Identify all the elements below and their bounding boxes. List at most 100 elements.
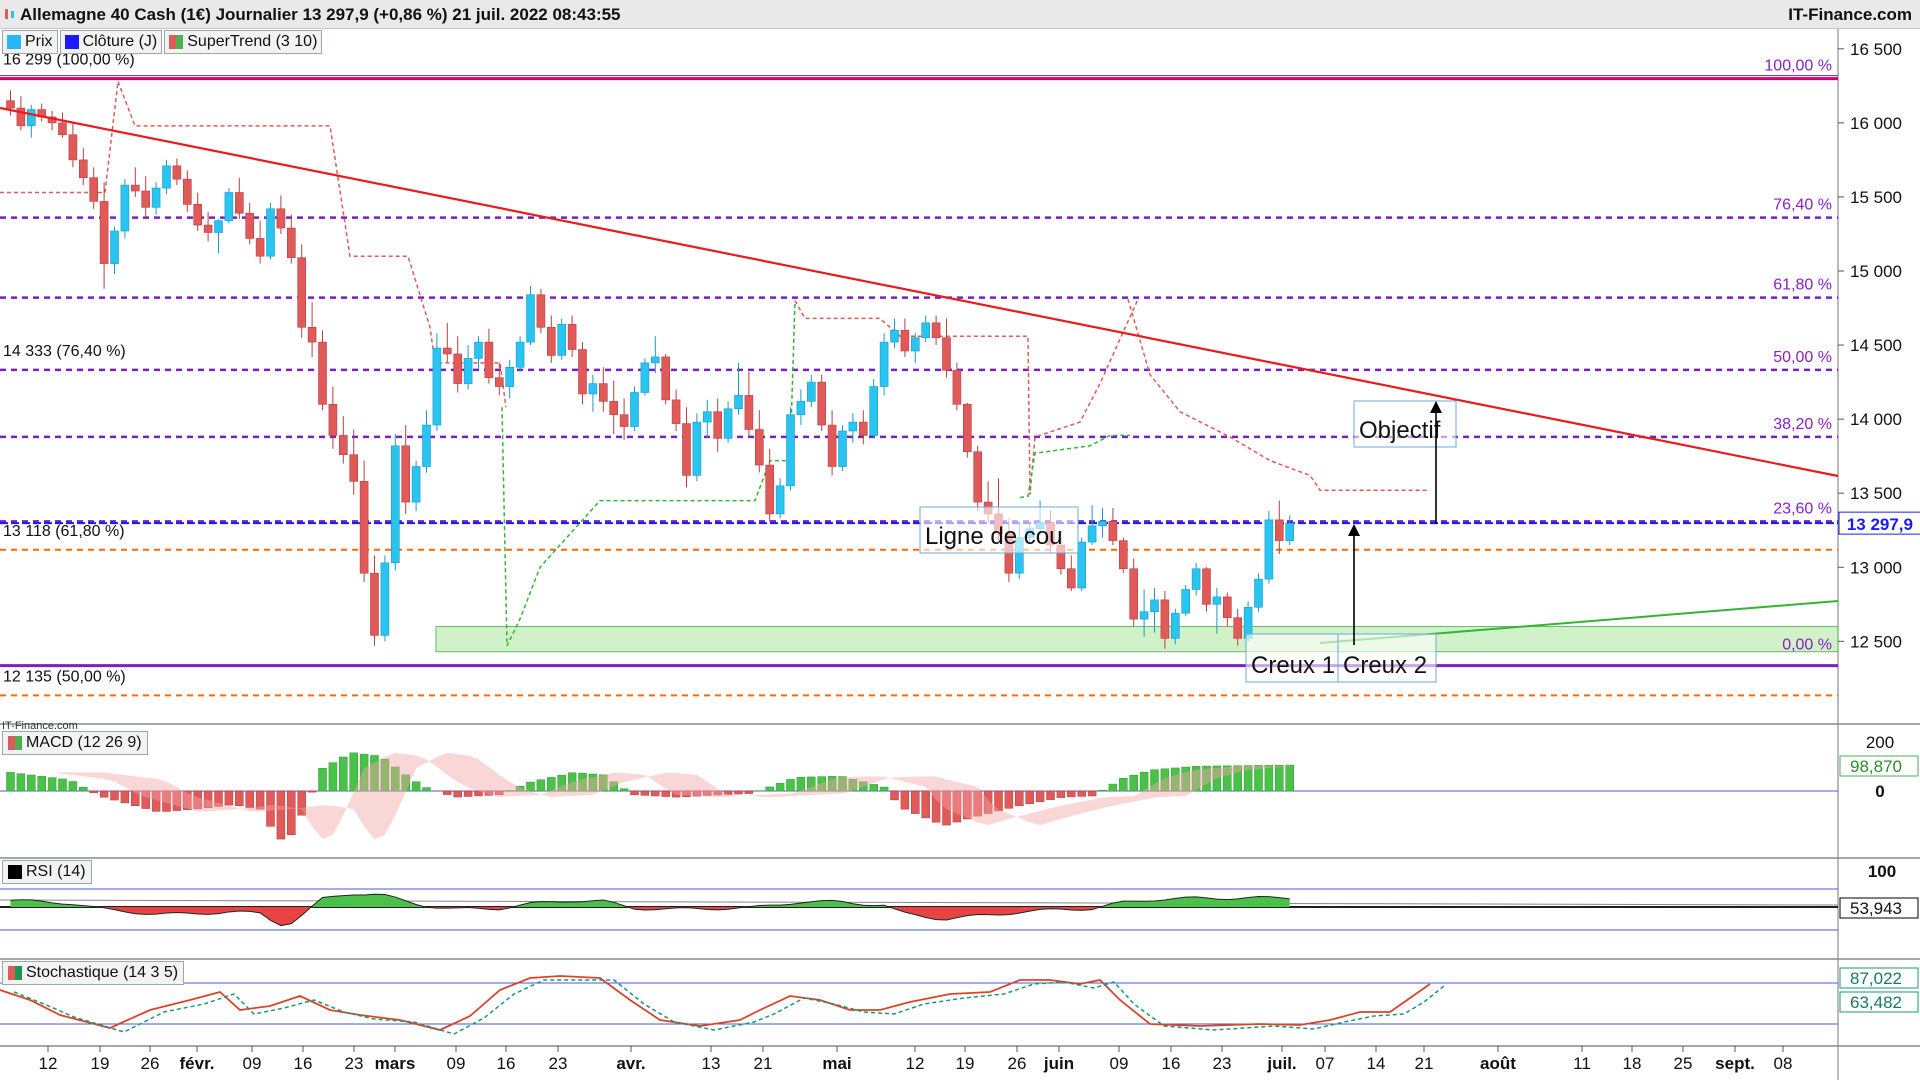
candle-body [380, 562, 390, 636]
candle [68, 122, 78, 168]
macd-bar [1181, 766, 1190, 792]
candle [1087, 505, 1097, 546]
candle [1212, 588, 1222, 634]
x-tick-label: 09 [447, 1054, 466, 1073]
fib-label-1: 76,40 % [1773, 197, 1832, 214]
legend-item-cloture[interactable]: Clôture (J) [59, 30, 163, 54]
macd-bar [235, 790, 244, 806]
candle [172, 158, 182, 186]
candle-body [1254, 578, 1263, 608]
macd-bar [380, 758, 390, 792]
candle [1254, 573, 1263, 612]
macd-bar [1087, 790, 1097, 797]
candle-body [1139, 611, 1149, 620]
candle-body [401, 445, 411, 503]
legend-swatch-prix [7, 35, 21, 49]
annotation-neckline-box [919, 506, 1079, 554]
candle [453, 336, 463, 393]
macd-bar [796, 776, 806, 792]
candle [796, 389, 806, 426]
rsi-trend-line [0, 899, 1839, 906]
candle [931, 315, 941, 346]
candle [245, 202, 254, 245]
y-tick-label: 15 500 [1850, 188, 1902, 207]
candle [671, 389, 681, 431]
fib-label-3: 50,00 % [1773, 349, 1832, 366]
candle [879, 333, 889, 396]
x-tick-label: 23 [1213, 1054, 1232, 1073]
macd-bar [47, 777, 57, 792]
candle [141, 176, 150, 220]
candle-body [765, 464, 775, 515]
candle [890, 318, 899, 349]
macd-bar [848, 778, 858, 792]
x-tick-label: sept. [1715, 1054, 1755, 1073]
macd-last-value: 98,870 [1850, 757, 1902, 776]
stoch-d-box [1839, 991, 1919, 1013]
level-label-left-0: 16 299 (100,00 %) [3, 52, 135, 69]
macd-bar [255, 790, 265, 810]
candle [463, 345, 473, 390]
candle-body [754, 429, 764, 466]
chart-title: Allemagne 40 Cash (1€) Journalier 13 297… [20, 5, 621, 24]
macd-bar [297, 790, 306, 816]
candle [120, 179, 130, 239]
rsi-line [10, 893, 1290, 927]
candle-body [817, 381, 827, 426]
legend-item-prix[interactable]: Prix [2, 30, 58, 54]
candle [193, 192, 202, 232]
candle [869, 379, 879, 439]
candle-body [151, 187, 161, 208]
macd-bar [723, 790, 733, 795]
annotation-creux-2: Creux 2 [1343, 652, 1427, 679]
candle [598, 367, 608, 412]
candle-body [1077, 541, 1086, 589]
macd-bar [1285, 764, 1294, 792]
candle [1098, 508, 1107, 538]
candle [786, 407, 795, 491]
candle-body [422, 424, 431, 467]
candle-body [1087, 525, 1097, 543]
macd-bar [349, 752, 358, 792]
macd-bar [526, 781, 535, 792]
candle-body [328, 404, 338, 436]
x-tick-label: août [1480, 1054, 1516, 1073]
macd-bar [807, 776, 816, 792]
candle-body [1191, 568, 1201, 590]
candle-body [255, 238, 265, 257]
macd-bar [1129, 774, 1138, 792]
x-tick-label: 14 [1367, 1054, 1386, 1073]
candle-body [58, 122, 67, 136]
macd-panel-label[interactable]: MACD (12 26 9) [2, 731, 148, 755]
candle-body [619, 414, 629, 427]
candle-body [318, 341, 327, 405]
candle-body [1233, 617, 1242, 639]
candle-body [734, 395, 743, 410]
macd-bar [79, 786, 88, 792]
macd-histogram [6, 752, 1294, 840]
fib-label-5: 23,60 % [1773, 500, 1832, 517]
macd-bar [557, 774, 566, 792]
macd-bar [983, 790, 993, 814]
candle [1067, 555, 1076, 591]
macd-bar [952, 790, 962, 823]
stoch-panel-label[interactable]: Stochastique (14 3 5) [2, 961, 185, 985]
macd-bar [1243, 765, 1253, 792]
rsi-panel-label[interactable]: RSI (14) [2, 860, 92, 884]
legend-item-supertrend[interactable]: SuperTrend (3 10) [164, 30, 323, 54]
macd-bar [942, 790, 951, 826]
candle-body [26, 109, 36, 127]
macd-bar [37, 776, 46, 792]
candle [1150, 588, 1159, 633]
candle-body [713, 411, 723, 439]
x-tick-label: févr. [180, 1054, 215, 1073]
brand-logo[interactable]: IT-Finance.com [1788, 5, 1912, 24]
candle-body [141, 190, 150, 208]
y-tick-label: 14 000 [1850, 410, 1902, 429]
watermark: IT-Finance.com [2, 720, 78, 732]
macd-bar [1191, 765, 1201, 792]
macd-tick-200: 200 [1866, 733, 1894, 752]
candle [609, 380, 619, 434]
